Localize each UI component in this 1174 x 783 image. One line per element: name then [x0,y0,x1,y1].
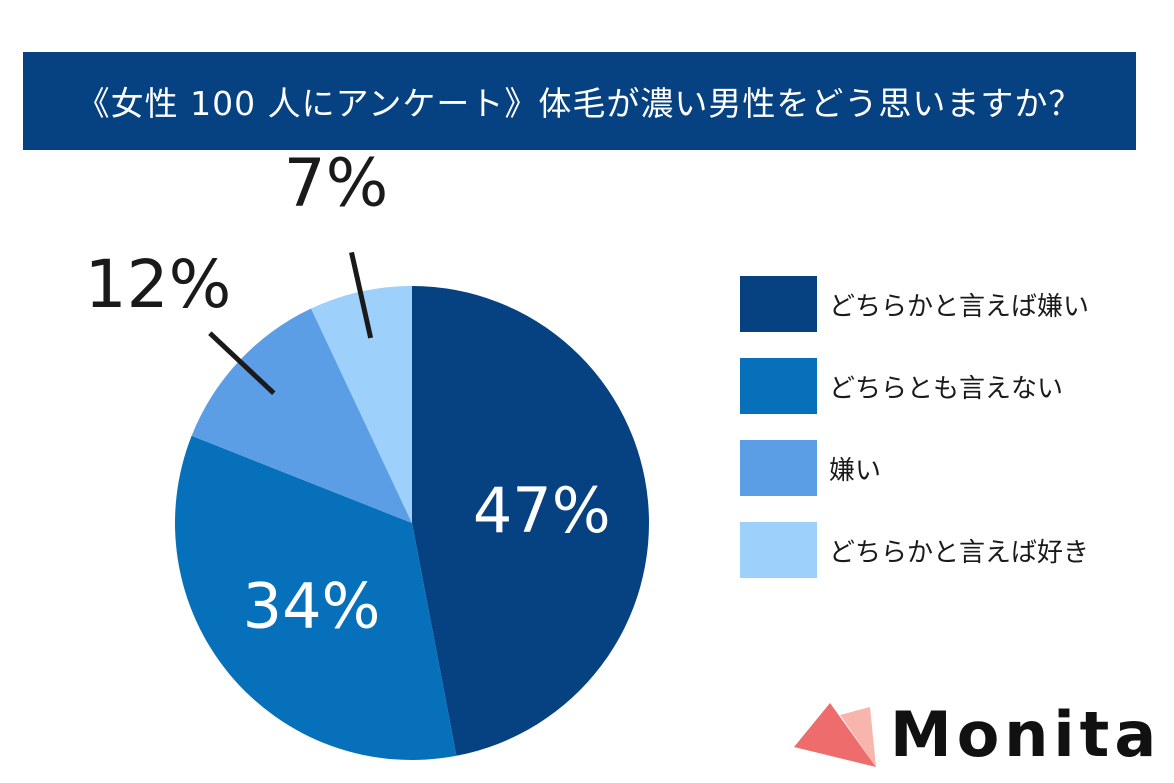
data-label: 12% [85,246,232,323]
legend-item: どちらとも言えない [740,358,1089,414]
legend-swatch [740,440,817,496]
data-label: 47% [473,474,611,547]
pie-slice-kirai [191,308,412,523]
leader-line [349,251,374,339]
pie-slice-dochiraka-kirai [412,286,649,756]
legend-label: どちらかと言えば好き [829,537,1090,568]
legend-swatch [740,522,817,578]
legend: どちらかと言えば嫌い どちらとも言えない 嫌い どちらかと言えば好き [740,276,1089,604]
legend-label: どちらとも言えない [829,373,1064,404]
pie-slice-dochiraka-suki [311,286,412,523]
title-banner: 《女性 100 人にアンケート》体毛が濃い男性をどう思いますか？ [23,52,1136,150]
legend-item: どちらかと言えば嫌い [740,276,1089,332]
legend-swatch [740,276,817,332]
pie-slice-dochiratomo [175,435,457,760]
legend-label: 嫌い [829,455,882,486]
monita-logo: Monita [790,695,1156,775]
data-label: 34% [243,570,381,643]
legend-item: 嫌い [740,440,1089,496]
logo-text: Monita [890,698,1162,771]
logo-triangle-icon [794,703,876,767]
leader-line [208,331,276,396]
data-label: 7% [284,145,389,222]
legend-item: どちらかと言えば好き [740,522,1089,578]
legend-label: どちらかと言えば嫌い [829,291,1090,322]
chart-title: 《女性 100 人にアンケート》体毛が濃い男性をどう思いますか？ [76,84,1083,123]
legend-swatch [740,358,817,414]
